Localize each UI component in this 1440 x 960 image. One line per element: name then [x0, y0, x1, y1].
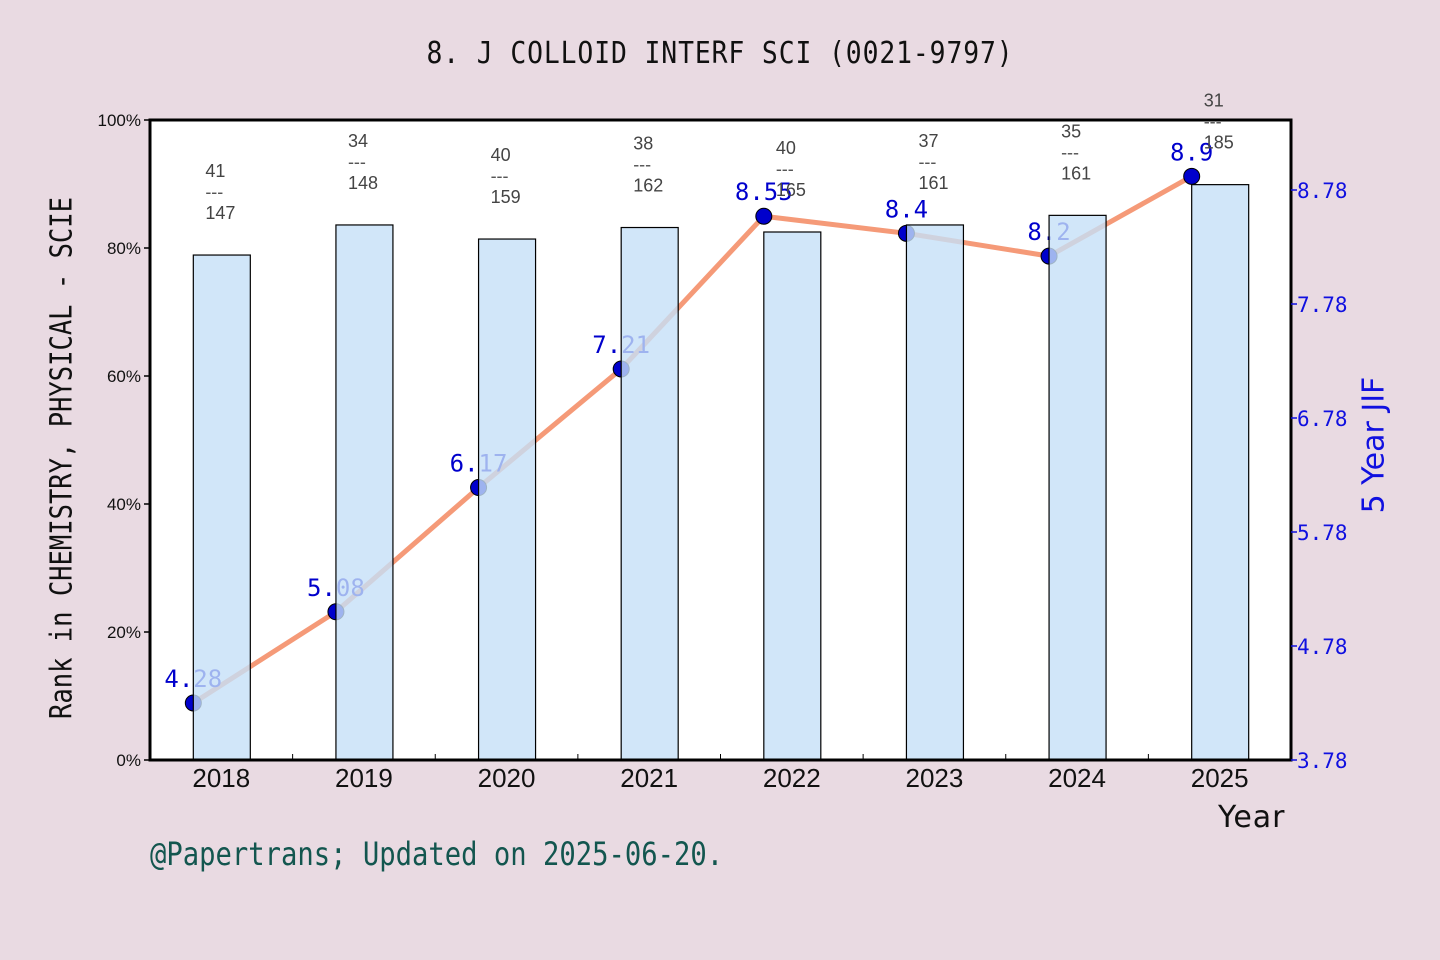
- rank-denominator: 161: [1061, 163, 1091, 183]
- rank-denominator: 185: [1204, 133, 1234, 153]
- rank-divider: ---: [1061, 142, 1079, 162]
- rank-bar-2025: [1191, 184, 1250, 761]
- rank-bar-2022: [763, 231, 822, 761]
- right-axis: 3.78 4.78 5.78 6.78 7.78 8.78: [1291, 179, 1348, 773]
- x-axis-label: Year: [1218, 800, 1286, 835]
- rank-numerator: 40: [491, 145, 511, 165]
- rank-divider: ---: [918, 152, 936, 172]
- rank-bar-2024: [1048, 214, 1107, 761]
- right-tick-label: 5.78: [1297, 521, 1348, 545]
- jif-value-label: 8.9: [1170, 138, 1213, 166]
- left-tick-label: 20%: [107, 623, 141, 642]
- x-tick-label: 2024: [1048, 763, 1106, 793]
- rank-bar-series: [192, 184, 1250, 761]
- right-tick-label: 6.78: [1297, 407, 1348, 431]
- rank-denominator: 162: [633, 176, 663, 196]
- x-tick-label: 2021: [620, 763, 678, 793]
- rank-bar-2023: [905, 224, 965, 761]
- rank-bar-2020: [477, 238, 537, 761]
- x-tick-label: 2019: [335, 763, 393, 793]
- x-tick-label: 2025: [1191, 763, 1249, 793]
- rank-bar-2019: [335, 224, 394, 761]
- x-tick-label: 2022: [763, 763, 821, 793]
- rank-bar-2021: [620, 226, 679, 761]
- rank-labels: 41---14734---14840---15938---16240---165…: [205, 91, 1233, 223]
- jif-value-label: 8.55: [735, 178, 793, 206]
- rank-bar-2018: [192, 254, 251, 761]
- jif-value-label: 8.4: [885, 195, 928, 223]
- jif-marker: [755, 207, 773, 225]
- rank-divider: ---: [776, 159, 794, 179]
- right-tick-label: 8.78: [1297, 179, 1348, 203]
- rank-denominator: 148: [348, 173, 378, 193]
- rank-numerator: 41: [205, 161, 225, 181]
- left-tick-label: 60%: [107, 367, 141, 386]
- rank-denominator: 147: [205, 203, 235, 223]
- chart-title: 8. J COLLOID INTERF SCI (0021-9797): [426, 36, 1014, 71]
- rank-numerator: 35: [1061, 121, 1081, 141]
- rank-denominator: 159: [491, 187, 521, 207]
- rank-numerator: 38: [633, 134, 653, 154]
- rank-numerator: 31: [1204, 91, 1224, 111]
- left-axis: 0% 20% 40% 60% 80% 100%: [98, 111, 150, 770]
- rank-divider: ---: [205, 182, 223, 202]
- footer-credit: @Papertrans; Updated on 2025-06-20.: [150, 835, 724, 873]
- left-tick-label: 100%: [98, 111, 141, 130]
- rank-divider: ---: [1204, 112, 1222, 132]
- rank-denominator: 165: [776, 180, 806, 200]
- right-tick-label: 4.78: [1297, 635, 1348, 659]
- rank-numerator: 34: [348, 131, 368, 151]
- rank-divider: ---: [491, 166, 509, 186]
- jif-marker: [1183, 167, 1201, 185]
- rank-numerator: 40: [776, 138, 796, 158]
- rank-divider: ---: [348, 152, 366, 172]
- rank-divider: ---: [633, 155, 651, 175]
- left-tick-label: 80%: [107, 239, 141, 258]
- x-tick-label: 2018: [192, 763, 250, 793]
- rank-denominator: 161: [918, 173, 948, 193]
- left-tick-label: 40%: [107, 495, 141, 514]
- right-tick-label: 3.78: [1297, 749, 1348, 773]
- rank-numerator: 37: [918, 131, 938, 151]
- x-axis: 2018 2019 2020 2021 2022 2023 2024 2025: [192, 754, 1249, 793]
- x-tick-label: 2020: [478, 763, 536, 793]
- x-tick-label: 2023: [906, 763, 964, 793]
- left-tick-label: 0%: [116, 751, 141, 770]
- right-tick-label: 7.78: [1297, 293, 1348, 317]
